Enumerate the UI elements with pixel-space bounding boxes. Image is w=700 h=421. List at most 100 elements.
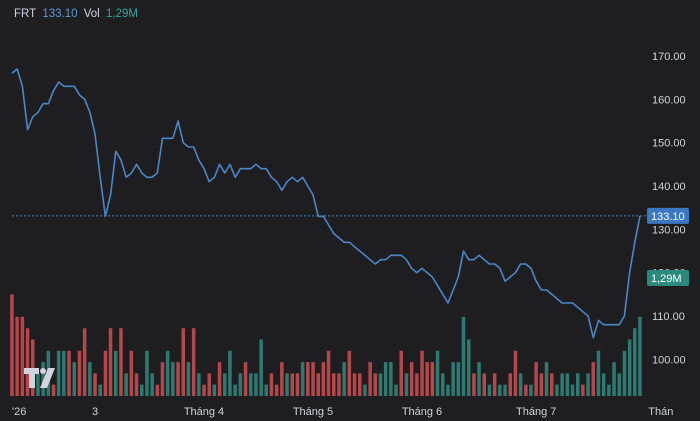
volume-bar xyxy=(129,350,134,396)
volume-bar xyxy=(368,362,372,396)
volume-bar xyxy=(363,384,367,396)
volume-bar xyxy=(10,294,14,396)
volume-bar xyxy=(165,350,170,396)
volume-bar xyxy=(373,373,377,396)
volume-bar xyxy=(316,373,320,396)
volume-bar xyxy=(399,350,403,396)
volume-bar xyxy=(20,316,25,396)
volume-bar xyxy=(326,350,331,396)
volume-bar xyxy=(51,384,56,396)
volume-bar xyxy=(290,373,294,396)
x-tick-label: Tháng 6 xyxy=(402,406,442,418)
volume-bar xyxy=(404,373,409,396)
last-price-badge-label: 133.10 xyxy=(651,211,685,223)
volume-bar xyxy=(93,373,97,396)
volume-bar xyxy=(539,373,544,396)
y-tick-label: 140.00 xyxy=(652,181,686,193)
volume-bar xyxy=(461,316,466,396)
volume-bar xyxy=(420,350,424,396)
volume-bar xyxy=(518,373,523,396)
volume-bar xyxy=(492,373,497,396)
volume-bar xyxy=(508,373,512,396)
volume-bar xyxy=(103,350,108,396)
volume-bar xyxy=(342,362,346,396)
x-tick-label: Thán xyxy=(648,406,673,418)
volume-bar xyxy=(238,373,243,396)
volume-bar xyxy=(212,384,217,396)
volume-bar xyxy=(108,328,113,396)
x-tick-label: Tháng 5 xyxy=(293,406,333,418)
volume-bar xyxy=(36,373,40,396)
y-tick-label: 160.00 xyxy=(652,94,686,106)
volume-bar xyxy=(425,362,429,396)
volume-value: 1,29M xyxy=(105,8,138,20)
volume-bar xyxy=(638,316,642,396)
volume-bar xyxy=(347,350,352,396)
volume-bar xyxy=(191,328,196,396)
y-tick-label: 170.00 xyxy=(652,51,686,63)
y-tick-label: 130.00 xyxy=(652,224,686,236)
chart-legend: FRT 133.10 Vol 1,29M xyxy=(14,8,141,20)
volume-bar xyxy=(306,362,310,396)
volume-bar xyxy=(280,362,284,396)
price-value: 133.10 xyxy=(42,8,78,20)
volume-bar xyxy=(544,362,549,396)
volume-bar xyxy=(155,384,160,396)
y-tick-label: 100.00 xyxy=(652,354,686,366)
volume-bar xyxy=(254,373,258,396)
volume-bar xyxy=(119,328,123,396)
volume-bar xyxy=(472,373,476,396)
volume-bar xyxy=(72,362,76,396)
volume-bar xyxy=(524,384,528,396)
volume-bar xyxy=(612,362,616,396)
volume-bar xyxy=(124,373,128,396)
volume-bar xyxy=(581,384,585,396)
volume-bar xyxy=(274,384,279,396)
volume-bar xyxy=(529,384,533,396)
volume-bar xyxy=(456,362,461,396)
volume-bar xyxy=(430,362,435,396)
last-price-badge xyxy=(647,207,689,224)
volume-bar xyxy=(451,362,455,396)
volume-bar xyxy=(269,373,274,396)
volume-bar xyxy=(31,339,35,396)
volume-bar xyxy=(337,373,341,396)
volume-bar xyxy=(601,373,606,396)
volume-bar xyxy=(62,350,66,396)
volume-bar xyxy=(555,384,559,396)
volume-bar xyxy=(560,373,564,396)
volume-bar xyxy=(415,373,419,396)
volume-bar xyxy=(352,373,357,396)
volume-bar xyxy=(622,350,627,396)
volume-bar xyxy=(550,373,554,396)
volume-bar xyxy=(513,350,518,396)
volume-label: Vol xyxy=(83,8,100,20)
y-tick-label: 110.00 xyxy=(652,311,685,323)
volume-bar xyxy=(285,373,289,396)
x-tick-label: Tháng 4 xyxy=(184,406,224,418)
volume-bar xyxy=(394,384,398,396)
volume-bar xyxy=(607,384,611,396)
volume-bar xyxy=(140,384,144,396)
volume-bar xyxy=(98,384,102,396)
volume-bar xyxy=(409,362,414,396)
volume-bar xyxy=(77,350,82,396)
volume-bar xyxy=(487,384,492,396)
volume-bar xyxy=(446,384,450,396)
last-volume-badge-label: 1,29M xyxy=(651,273,682,285)
volume-bar xyxy=(264,384,268,396)
x-tick-label: '26 xyxy=(12,406,26,418)
volume-bar xyxy=(358,373,362,396)
volume-bar xyxy=(570,384,575,396)
volume-bar xyxy=(435,350,440,396)
last-volume-badge xyxy=(647,270,689,286)
volume-bar xyxy=(171,362,175,396)
volume-bar xyxy=(197,373,201,396)
volume-bar xyxy=(383,362,388,396)
tradingview-logo-icon: TradingView xyxy=(24,368,55,388)
volume-bar xyxy=(176,362,180,396)
volume-bar xyxy=(591,362,595,396)
volume-bar xyxy=(477,362,481,396)
volume-bar xyxy=(134,373,139,396)
